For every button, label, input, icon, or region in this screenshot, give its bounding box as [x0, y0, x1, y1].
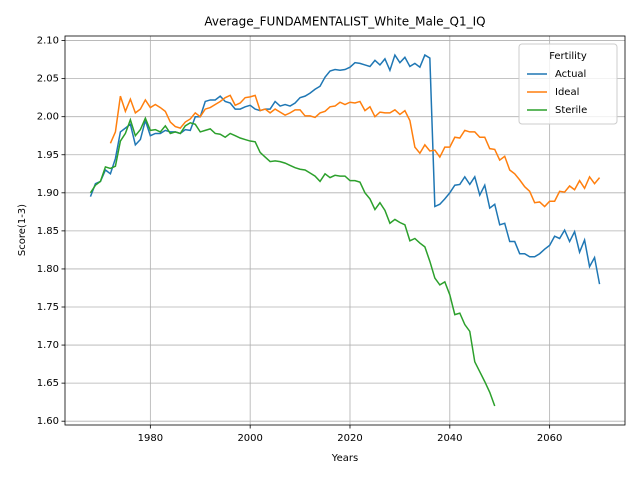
- legend-title: Fertility: [549, 51, 587, 62]
- legend-box: [518, 43, 618, 125]
- y-tick-label: 1.65: [37, 378, 59, 389]
- x-tick-label: 2000: [237, 433, 262, 444]
- plot-frame: [64, 35, 626, 426]
- legend-label: Sterile: [555, 105, 587, 116]
- y-tick-label: 1.90: [37, 188, 59, 199]
- line-series: [109, 94, 601, 208]
- line-series: [89, 116, 496, 407]
- x-tick-label: 2020: [337, 433, 362, 444]
- y-axis-label: Score(1-3): [17, 204, 28, 256]
- y-tick-label: 2.05: [37, 74, 59, 85]
- y-tick-label: 1.85: [37, 226, 59, 237]
- x-tick-label: 1980: [138, 433, 163, 444]
- y-tick-label: 1.80: [37, 264, 59, 275]
- y-tick-label: 2.00: [37, 112, 59, 123]
- y-tick-label: 1.70: [37, 340, 59, 351]
- x-axis-label: Years: [331, 453, 358, 464]
- legend-label: Actual: [555, 69, 586, 80]
- legend-label: Ideal: [555, 87, 579, 98]
- y-tick-label: 1.95: [37, 150, 59, 161]
- y-tick-label: 1.75: [37, 302, 59, 313]
- y-tick-label: 1.60: [37, 416, 59, 427]
- chart-title: Average_FUNDAMENTALIST_White_Male_Q1_IQ: [204, 15, 485, 29]
- x-tick-label: 2060: [537, 433, 562, 444]
- y-tick-label: 2.10: [37, 36, 59, 47]
- x-tick-label: 2040: [437, 433, 462, 444]
